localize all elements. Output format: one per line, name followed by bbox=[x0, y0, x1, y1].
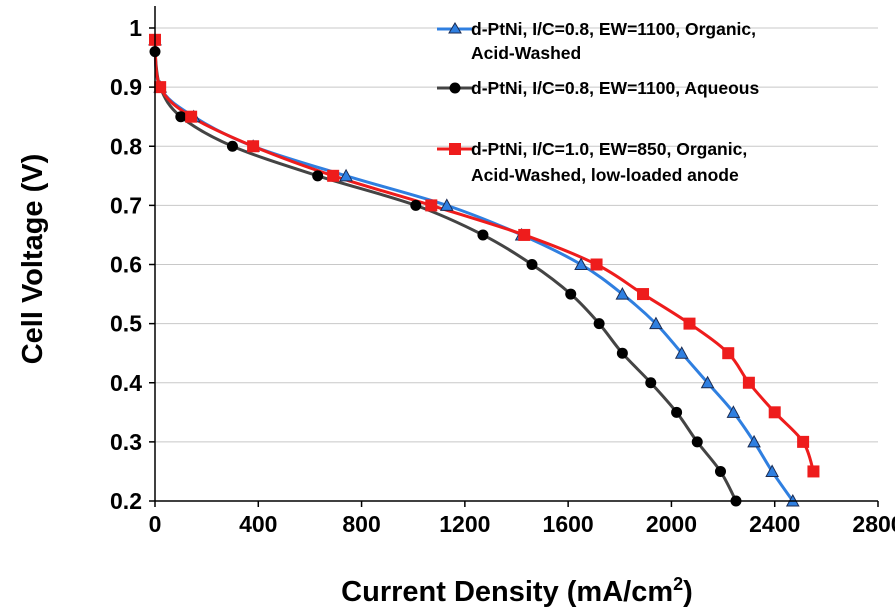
series-3-point bbox=[807, 465, 820, 478]
series-markers bbox=[148, 32, 820, 507]
legend-label-1b: Acid-Washed bbox=[471, 43, 581, 63]
y-tick-label: 0.3 bbox=[110, 429, 142, 455]
series-2-point bbox=[691, 436, 703, 448]
series-1-point bbox=[674, 346, 689, 359]
gridlines bbox=[155, 27, 878, 443]
y-tick-label: 0.2 bbox=[110, 488, 142, 514]
tick-labels: 0.2 0.3 0.4 0.5 0.6 0.7 0.8 0.9 1 0 400 800 1200 1600… bbox=[110, 15, 895, 537]
series-2-point bbox=[671, 406, 683, 418]
series-2-point bbox=[593, 318, 605, 330]
series-1-point bbox=[339, 168, 353, 182]
series-1-line bbox=[153, 39, 795, 502]
series-3-point bbox=[154, 81, 167, 94]
y-tick-label: 0.8 bbox=[110, 133, 142, 159]
series-3-point bbox=[518, 228, 531, 241]
series-3-line bbox=[153, 39, 815, 472]
series-2-point bbox=[410, 199, 422, 211]
y-axis-title: Cell Voltage (V) bbox=[17, 154, 49, 365]
legend: d-PtNi, I/C=0.8, EW=1100, Organic, Acid-… bbox=[437, 19, 759, 185]
series-1-point bbox=[439, 198, 454, 211]
legend-label-3a: d-PtNi, I/C=1.0, EW=850, Organic, bbox=[471, 139, 747, 159]
legend-label-1a: d-PtNi, I/C=0.8, EW=1100, Organic, bbox=[471, 19, 756, 39]
x-tick-label: 400 bbox=[239, 511, 277, 537]
y-tick-label: 0.9 bbox=[110, 74, 142, 100]
series-2-point bbox=[714, 465, 726, 477]
series-1-point bbox=[747, 434, 761, 448]
series-2-point bbox=[477, 229, 489, 241]
x-axis-title-main: Current Density (mA/cm bbox=[341, 576, 673, 608]
series-3-point bbox=[425, 199, 438, 212]
y-tick-label: 0.5 bbox=[110, 311, 142, 337]
series-1-point bbox=[726, 405, 741, 418]
x-tick-label: 2800 bbox=[852, 511, 895, 537]
legend-label-2: d-PtNi, I/C=0.8, EW=1100, Aqueous bbox=[471, 78, 759, 98]
y-tick-label: 0.7 bbox=[110, 192, 142, 218]
series-2-point bbox=[226, 140, 238, 152]
series-2-line bbox=[153, 51, 738, 502]
series-1-point bbox=[615, 287, 630, 300]
series-2-point bbox=[565, 288, 577, 300]
series-2-point bbox=[645, 377, 657, 389]
series-3-point bbox=[637, 288, 650, 301]
series-1-point bbox=[765, 464, 779, 477]
axes bbox=[149, 6, 879, 507]
series-3-point bbox=[327, 169, 340, 182]
legend-swatch-marker-3 bbox=[449, 143, 461, 155]
x-tick-label: 2400 bbox=[749, 511, 800, 537]
series-3-point bbox=[742, 376, 755, 389]
y-tick-label: 0.4 bbox=[110, 370, 142, 396]
series-lines bbox=[153, 39, 815, 502]
x-axis-title-superscript: 2 bbox=[673, 574, 683, 594]
series-1-point bbox=[700, 375, 715, 389]
series-2-point bbox=[175, 111, 187, 123]
x-axis-title: Current Density (mA/cm2) bbox=[341, 574, 693, 608]
series-1-point bbox=[649, 316, 663, 330]
series-3-point bbox=[247, 140, 260, 153]
series-3-point bbox=[590, 258, 603, 271]
series-1-point bbox=[574, 257, 588, 270]
x-tick-label: 0 bbox=[149, 511, 162, 537]
legend-swatch-marker-1 bbox=[448, 22, 462, 34]
series-2-point bbox=[616, 347, 628, 359]
legend-swatch-marker-2 bbox=[449, 82, 461, 94]
x-tick-label: 1600 bbox=[543, 511, 594, 537]
series-3-point bbox=[722, 347, 735, 360]
x-axis-title-close: ) bbox=[683, 576, 693, 608]
x-tick-label: 1200 bbox=[439, 511, 490, 537]
x-tick-label: 800 bbox=[342, 511, 380, 537]
y-tick-label: 0.6 bbox=[110, 252, 142, 278]
y-tick-label: 1 bbox=[129, 15, 142, 41]
series-3-point bbox=[683, 317, 696, 330]
series-2-point bbox=[312, 170, 324, 182]
series-3-point bbox=[185, 110, 198, 123]
legend-label-3b: Acid-Washed, low-loaded anode bbox=[471, 165, 739, 185]
series-2-point bbox=[526, 259, 538, 270]
series-3-point bbox=[797, 435, 810, 448]
series-3-point bbox=[768, 406, 781, 419]
x-tick-label: 2000 bbox=[646, 511, 697, 537]
